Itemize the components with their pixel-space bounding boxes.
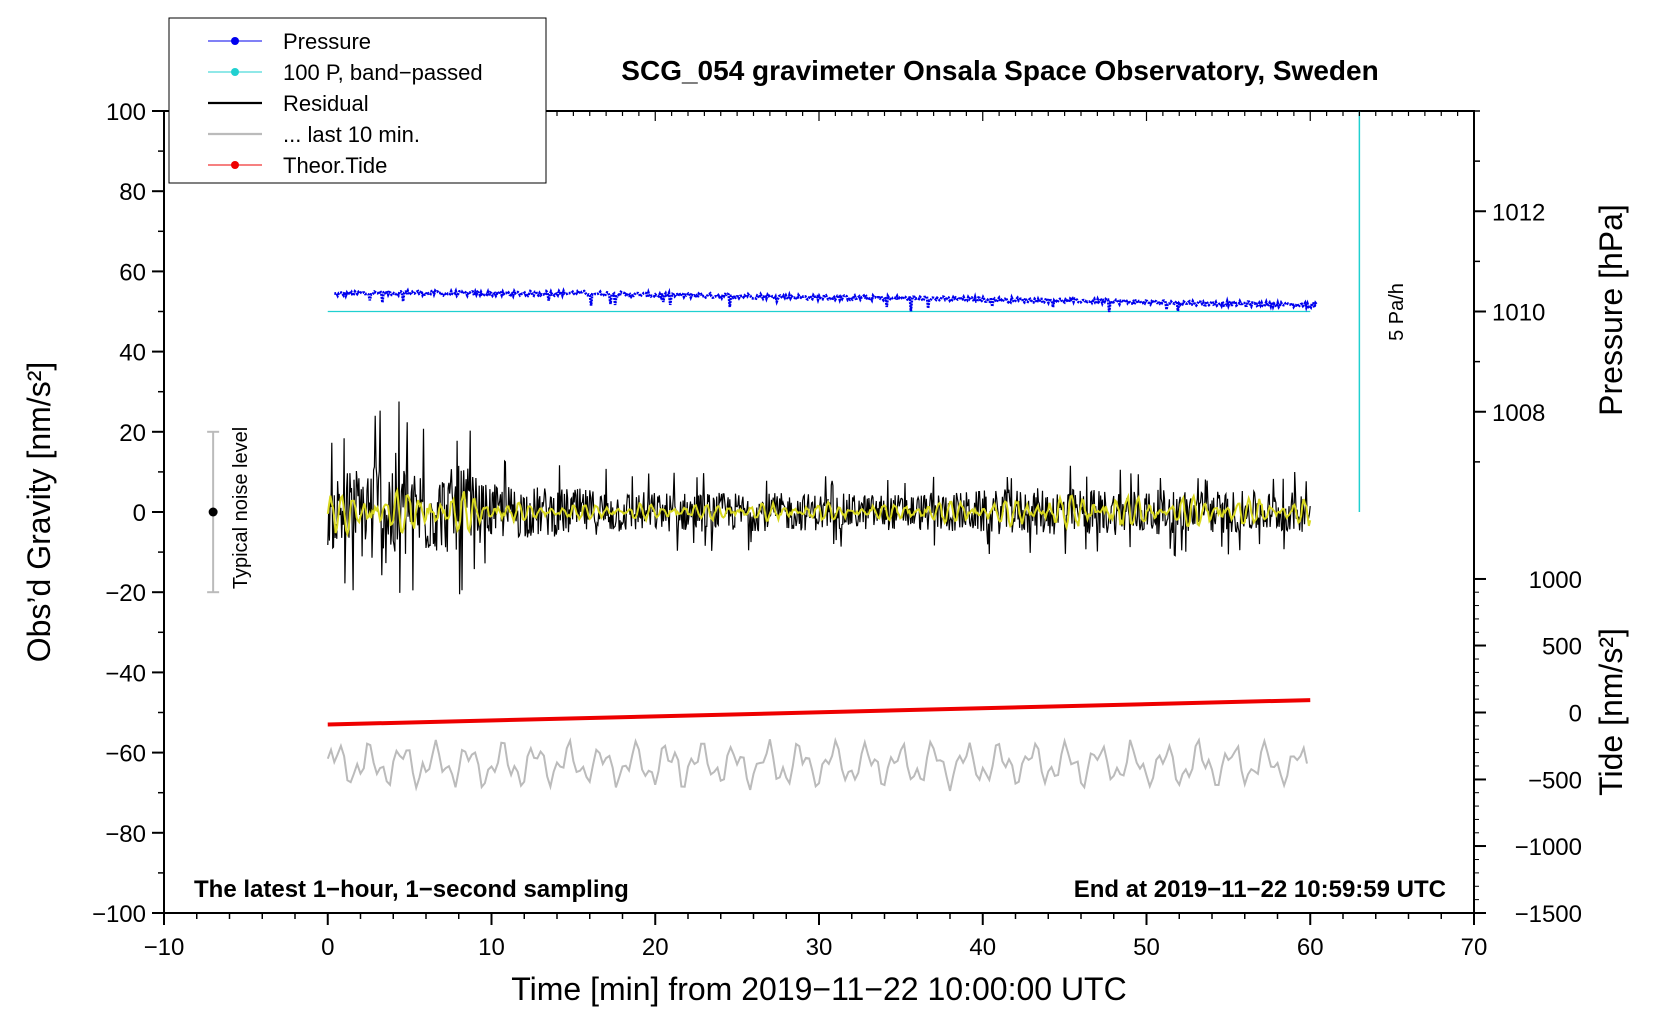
y-tick-label: −20 <box>105 580 146 607</box>
tide-tick-label: 500 <box>1542 634 1582 661</box>
pressure-series <box>334 286 1318 313</box>
residual-series <box>327 401 1311 595</box>
legend-marker <box>231 68 239 76</box>
pressure-tick-label: 1012 <box>1492 199 1545 226</box>
y-tick-label: 20 <box>119 420 146 447</box>
pressure-tick-label: 1008 <box>1492 400 1545 427</box>
x-tick-label: 40 <box>969 934 996 961</box>
legend: Pressure 100 P, band−passed Residual ... la… <box>168 17 547 184</box>
legend-box <box>168 17 547 184</box>
y-axis-label-left: Obs’d Gravity [nm/s²] <box>21 362 57 663</box>
tide-tick-label: 1000 <box>1529 567 1582 594</box>
y-tick-label: 0 <box>133 500 146 527</box>
x-tick-label: 70 <box>1461 934 1488 961</box>
rate-label: 5 Pa/h <box>1386 283 1408 341</box>
y-tick-label: −80 <box>105 821 146 848</box>
x-tick-label: 0 <box>321 934 334 961</box>
x-axis-label: Time [min] from 2019−11−22 10:00:00 UTC <box>511 971 1126 1007</box>
y-tick-label: −100 <box>92 901 146 928</box>
x-tick-label: 60 <box>1297 934 1324 961</box>
legend-marker <box>231 161 239 169</box>
chart-title: SCG_054 gravimeter Onsala Space Observat… <box>621 55 1378 86</box>
y-tick-label: 100 <box>106 99 146 126</box>
tide-tick-label: −1500 <box>1515 901 1582 928</box>
y-tick-label: 60 <box>119 259 146 286</box>
legend-label: 100 P, band−passed <box>283 60 483 85</box>
last-10-min-series <box>326 736 1308 792</box>
y-axis-label-pressure: Pressure [hPa] <box>1593 204 1629 416</box>
ticks-layer: −10 0 10 20 30 40 50 60 70−100−80−60−40−20020406… <box>92 99 1582 961</box>
filtered-residual-series <box>326 486 1312 538</box>
y-axis-label-tide: Tide [nm/s²] <box>1593 628 1629 796</box>
tide-tick-label: 0 <box>1569 701 1582 728</box>
x-tick-label: −10 <box>144 934 185 961</box>
x-tick-label: 20 <box>642 934 669 961</box>
noise-level-label: Typical noise level <box>230 427 252 589</box>
x-tick-label: 10 <box>478 934 505 961</box>
pressure-tick-label: 1010 <box>1492 300 1545 327</box>
y-tick-label: −60 <box>105 741 146 768</box>
footer-left-note: The latest 1−hour, 1−second sampling <box>194 876 629 903</box>
y-tick-label: 40 <box>119 340 146 367</box>
tide-tick-label: −500 <box>1528 767 1582 794</box>
legend-label: Theor.Tide <box>283 153 387 178</box>
footer-right-note: End at 2019−11−22 10:59:59 UTC <box>1074 876 1446 903</box>
legend-label: Pressure <box>283 29 371 54</box>
y-tick-label: −40 <box>105 660 146 687</box>
legend-label: ... last 10 min. <box>283 122 420 147</box>
x-tick-label: 50 <box>1133 934 1160 961</box>
x-tick-label: 30 <box>806 934 833 961</box>
series-layer <box>207 111 1361 792</box>
theor-tide-series <box>327 698 1311 727</box>
legend-marker <box>231 37 239 45</box>
legend-label: Residual <box>283 91 369 116</box>
tide-tick-label: −1000 <box>1515 834 1582 861</box>
y-tick-label: 80 <box>119 179 146 206</box>
noise-bar-center-dot <box>208 507 218 517</box>
